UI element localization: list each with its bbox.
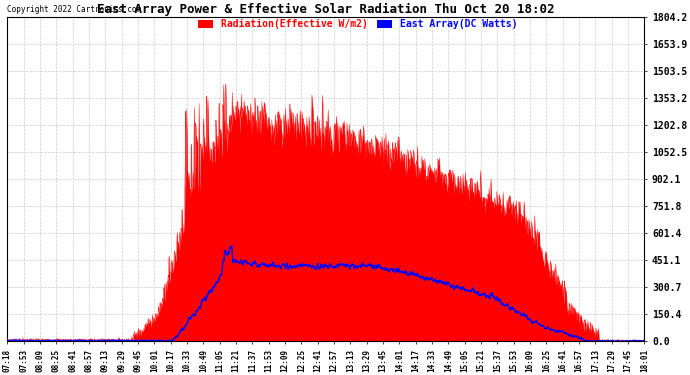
Legend: Radiation(Effective W/m2), East Array(DC Watts): Radiation(Effective W/m2), East Array(DC…	[195, 15, 521, 33]
Title: East Array Power & Effective Solar Radiation Thu Oct 20 18:02: East Array Power & Effective Solar Radia…	[97, 3, 555, 16]
Text: Copyright 2022 Cartronics.com: Copyright 2022 Cartronics.com	[8, 5, 141, 14]
